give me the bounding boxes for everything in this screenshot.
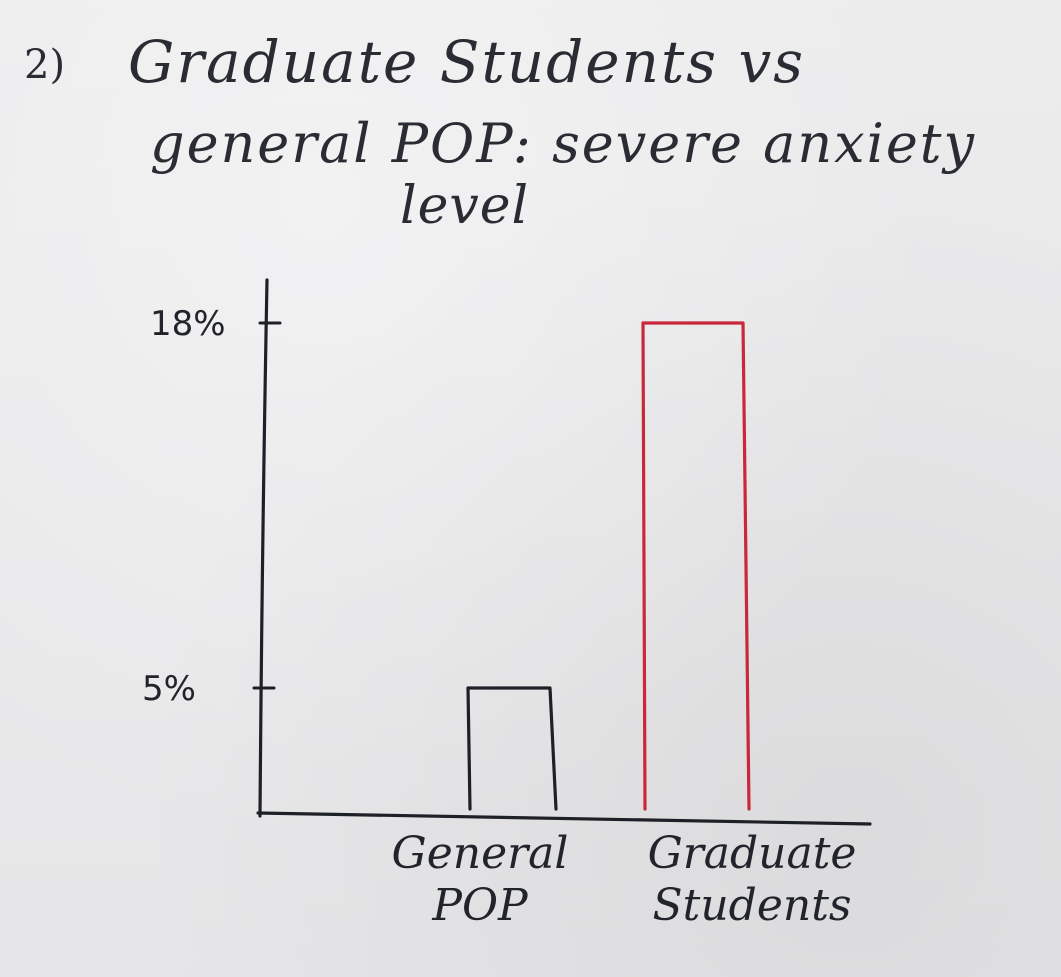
bar-general-pop [466,686,558,811]
chart-title-line-2: general POP: severe anxiety [150,112,977,175]
y-axis-line [258,278,269,818]
x-category-label: POP [431,880,529,931]
bar-graduate-students [641,321,751,811]
x-category-label: General [392,828,569,879]
x-category-label: Graduate [648,828,857,879]
chart-title-line-1: Graduate Students vs [128,28,806,96]
y-tick-label: 5% [142,669,196,709]
x-category-label: Students [653,880,852,931]
title-number: 2) [24,42,66,88]
chart-title-line-3: level [400,176,530,236]
y-tick-label: 18% [150,304,226,344]
x-axis-line [256,811,872,826]
